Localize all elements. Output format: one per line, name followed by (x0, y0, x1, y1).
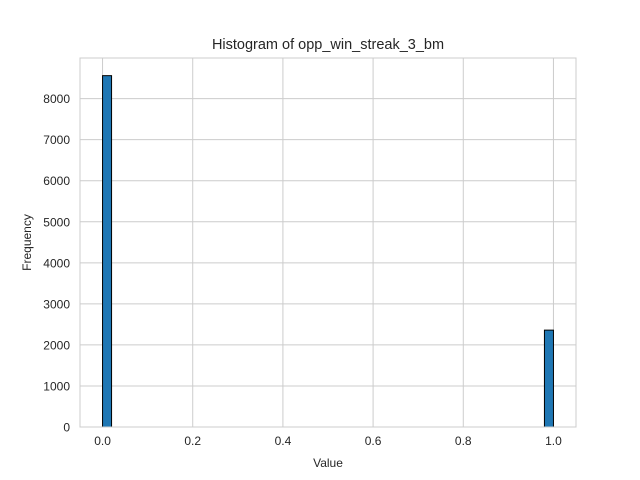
y-tick-label: 2000 (43, 338, 70, 352)
y-tick-label: 6000 (43, 174, 70, 188)
plot-frame (79, 57, 577, 428)
y-tick-label: 3000 (43, 297, 70, 311)
y-tick-label: 4000 (43, 256, 70, 270)
y-axis-label: Frequency (20, 214, 34, 271)
x-tick-label: 0.2 (184, 434, 201, 448)
grid-lines (80, 58, 576, 428)
x-tick-label: 0.8 (455, 434, 472, 448)
y-tick-label: 5000 (43, 215, 70, 229)
y-tick-label: 8000 (43, 92, 70, 106)
x-tick-label: 0.6 (365, 434, 382, 448)
chart-title: Histogram of opp_win_streak_3_bm (212, 37, 444, 53)
y-tick-label: 0 (63, 421, 70, 435)
y-tick-label: 1000 (43, 379, 70, 393)
x-axis-label: Value (313, 456, 343, 470)
x-tick-label: 0.0 (94, 434, 111, 448)
y-axis-ticks: 0 1000 2000 3000 4000 5000 6000 7000 8000 (43, 92, 70, 434)
histogram-bar (543, 329, 554, 428)
y-tick-label: 7000 (43, 133, 70, 147)
bars (102, 75, 554, 428)
x-axis-ticks: 0.0 0.2 0.4 0.6 0.8 1.0 (94, 434, 562, 448)
x-tick-label: 1.0 (545, 434, 562, 448)
x-tick-label: 0.4 (275, 434, 292, 448)
histogram-bar (102, 75, 113, 428)
